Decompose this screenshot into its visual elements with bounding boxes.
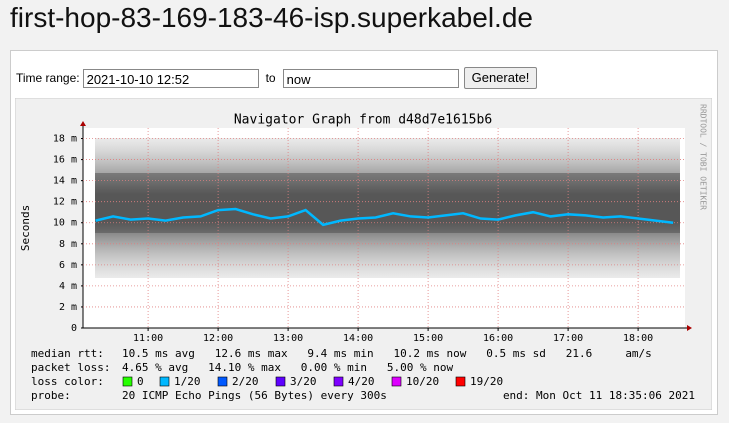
loss-swatch: [455, 376, 466, 387]
loss-label: 0: [137, 375, 144, 388]
loss-label: 2/20: [232, 375, 259, 388]
y-tick-label: 6 m: [59, 260, 77, 271]
y-tick-label: 10 m: [53, 218, 77, 229]
legend-text: 20 ICMP Echo Pings (56 Bytes) every 300s: [122, 389, 387, 402]
loss-label: 4/20: [348, 375, 375, 388]
legend-text: 4.65 % avg 14.10 % max 0.00 % min 5.00 %…: [122, 361, 454, 374]
median-line: [95, 207, 674, 227]
generate-button[interactable]: Generate!: [463, 67, 538, 89]
x-tick-label: 11:00: [133, 333, 163, 344]
y-tick-label: 18 m: [53, 134, 77, 145]
smoke-band: [95, 138, 680, 278]
loss-swatch: [159, 376, 170, 387]
graph-title: Navigator Graph from d48d7e1615b6: [234, 113, 492, 128]
x-tick-label: 14:00: [343, 333, 373, 344]
loss-swatch: [122, 376, 133, 387]
loss-label: 1/20: [174, 375, 201, 388]
y-tick-label: 8 m: [59, 239, 77, 250]
x-arrow: [687, 325, 692, 331]
x-tick-label: 16:00: [483, 333, 513, 344]
legend-label: packet loss:: [31, 361, 110, 374]
y-tick-label: 4 m: [59, 281, 77, 292]
loss-swatch: [333, 376, 344, 387]
loss-label: 3/20: [290, 375, 317, 388]
y-axis-label: Seconds: [19, 205, 32, 251]
to-label: to: [265, 71, 276, 85]
x-tick-label: 12:00: [203, 333, 233, 344]
legend-text: 10.5 ms avg 12.6 ms max 9.4 ms min 10.2 …: [122, 347, 652, 360]
legend-end: end: Mon Oct 11 18:35:06 2021: [503, 389, 695, 402]
loss-swatch: [217, 376, 228, 387]
legend-label: probe:: [31, 389, 71, 402]
x-tick-label: 18:00: [623, 333, 653, 344]
y-arrow: [80, 121, 86, 126]
loss-label: 10/20: [406, 375, 439, 388]
loss-swatch: [275, 376, 286, 387]
loss-swatch: [391, 376, 402, 387]
side-note: RRDTOOL / TOBI OETIKER: [699, 104, 708, 210]
panel: Time range: 2021-10-10 12:52 to now Gene…: [10, 50, 718, 415]
x-tick-label: 15:00: [413, 333, 443, 344]
from-input[interactable]: 2021-10-10 12:52: [82, 68, 259, 88]
time-range-form: Time range: 2021-10-10 12:52 to now Gene…: [16, 67, 538, 89]
legend-label: loss color:: [31, 375, 104, 388]
y-tick-label: 12 m: [53, 197, 77, 208]
graph: Navigator Graph from d48d7e1615b6 Second…: [15, 98, 712, 410]
smoke-core: [95, 173, 680, 233]
y-tick-label: 2 m: [59, 302, 77, 313]
y-tick-label: 14 m: [53, 176, 77, 187]
from-label: Time range:: [16, 71, 80, 85]
x-tick-label: 17:00: [553, 333, 583, 344]
legend-label: median rtt:: [31, 347, 104, 360]
y-tick-label: 16 m: [53, 155, 77, 166]
to-input[interactable]: now: [282, 68, 459, 88]
y-tick-label: 0: [71, 323, 77, 334]
loss-label: 19/20: [470, 375, 503, 388]
x-tick-label: 13:00: [273, 333, 303, 344]
page-title: first-hop-83-169-183-46-isp.superkabel.d…: [10, 2, 533, 33]
